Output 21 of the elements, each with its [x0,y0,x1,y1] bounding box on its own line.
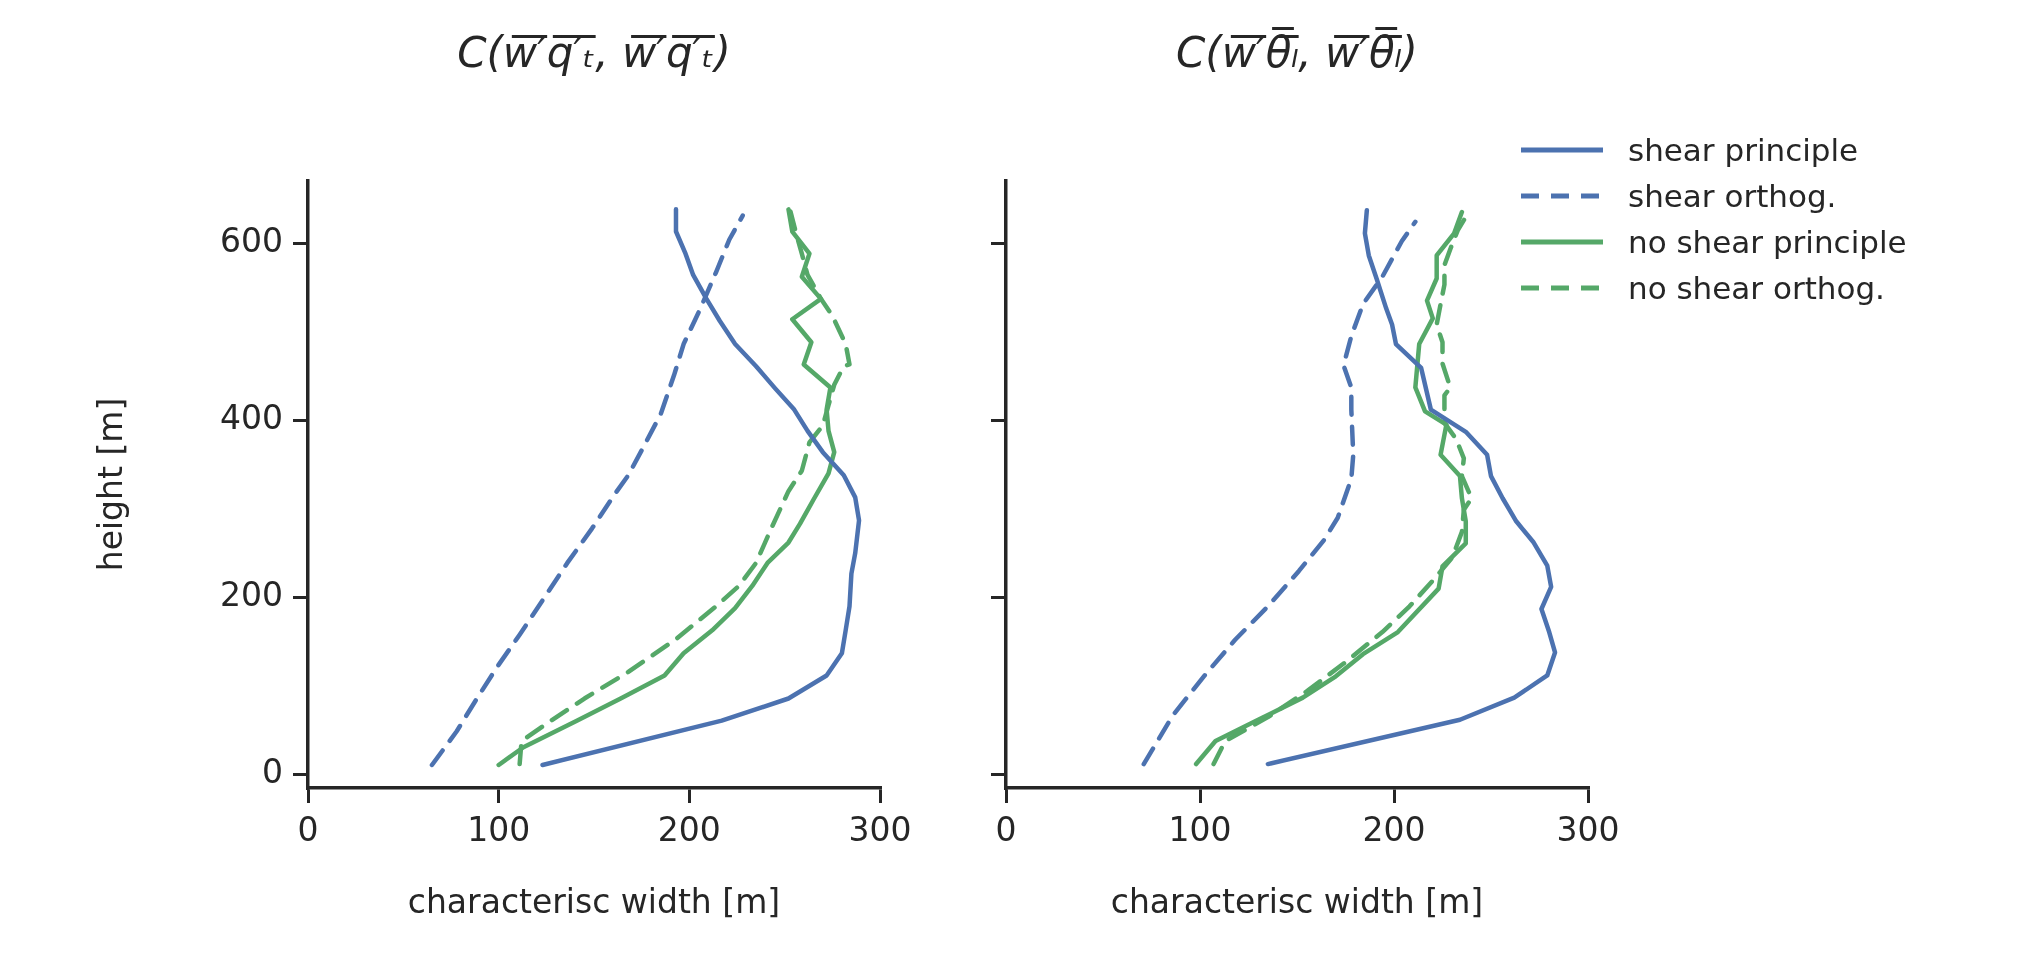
chart-title: C(w̅′̅q̅′̅ₜ̅, w̅′̅q̅′̅ₜ̅) [456,28,732,77]
legend-label: no shear principle [1628,224,1907,260]
legend-label: no shear orthog. [1628,270,1885,306]
x-tick-label: 0 [297,810,319,850]
x-axis-title: characterisc width [m] [407,881,781,921]
legend-label: shear principle [1628,132,1859,168]
y-axis-title: height [m] [91,397,131,572]
x-tick-label: 200 [1362,810,1426,850]
x-tick-label: 0 [995,810,1017,850]
x-tick-label: 300 [848,810,912,850]
x-tick-label: 100 [467,810,531,850]
x-tick-label: 100 [1168,810,1232,850]
y-tick-label: 0 [262,752,283,792]
x-axis-title: characterisc width [m] [1110,881,1484,921]
legend-label: shear orthog. [1628,178,1837,214]
x-tick-label: 200 [657,810,721,850]
y-tick-label: 200 [220,575,283,615]
x-tick-label: 300 [1556,810,1620,850]
y-tick-label: 600 [220,220,283,260]
chart-title: C(w̅′̅θ̅ₗ̅, w̅′̅θ̅ₗ̅) [1175,28,1419,77]
y-tick-label: 400 [220,397,283,437]
